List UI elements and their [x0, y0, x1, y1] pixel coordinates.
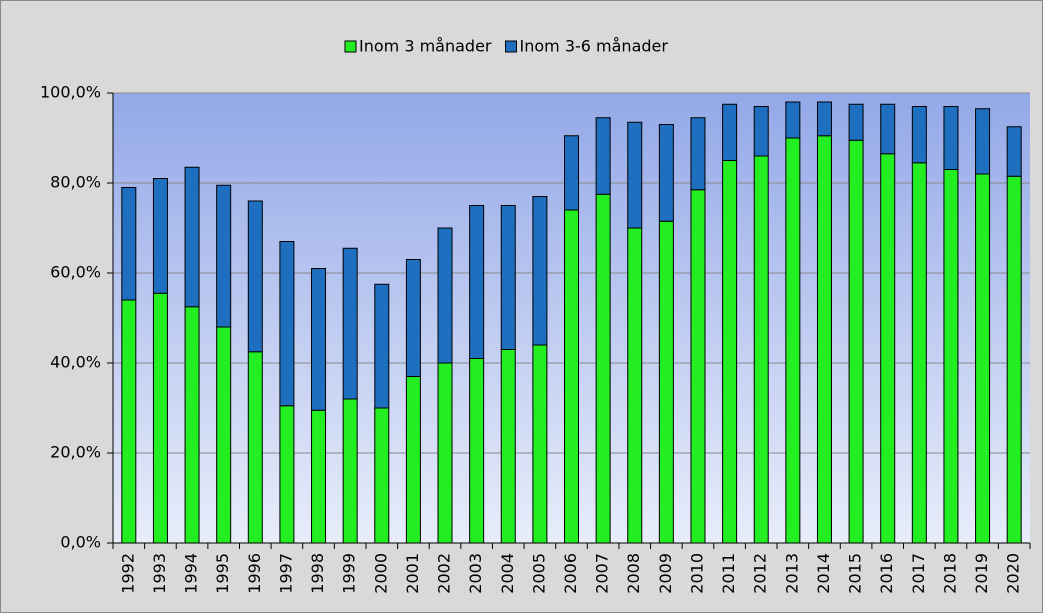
x-tick-label: 1998 [308, 553, 327, 594]
x-tick-label: 2020 [1004, 553, 1023, 594]
bar-segment [848, 139, 864, 544]
x-tick-label: 2012 [751, 553, 770, 594]
bar-segment [216, 326, 232, 544]
bar-segment [690, 117, 706, 191]
legend-label: Inom 3-6 månader [520, 37, 669, 56]
x-tick-label: 2010 [687, 553, 706, 594]
x-tick-label: 1995 [213, 553, 232, 594]
x-tick-label: 1994 [182, 553, 201, 594]
x-tick-label: 1997 [276, 553, 295, 594]
x-tick-label: 1992 [118, 553, 137, 594]
bar-segment [374, 407, 390, 544]
bar-segment [690, 189, 706, 544]
bar-segment [405, 376, 421, 544]
y-tick-label: 80,0% [50, 173, 101, 192]
x-tick-label: 1996 [245, 553, 264, 594]
x-tick-label: 2004 [498, 553, 517, 594]
bar-segment [722, 103, 738, 161]
x-tick-label: 2007 [593, 553, 612, 594]
bar-segment [880, 103, 896, 155]
legend-swatch [344, 40, 357, 53]
bar-segment [943, 169, 959, 544]
bar-segment [247, 351, 263, 544]
bar-segment [658, 220, 674, 544]
x-tick-label: 2009 [656, 553, 675, 594]
bar-segment [753, 106, 769, 157]
bar-segment [500, 349, 516, 544]
bar-segment [500, 205, 516, 350]
bar-segment [816, 101, 832, 137]
y-tick-label: 100,0% [40, 83, 101, 102]
y-tick-label: 20,0% [50, 443, 101, 462]
bar-segment [1006, 126, 1022, 177]
bar-segment [532, 196, 548, 346]
bar-segment [816, 135, 832, 544]
x-tick-label: 2017 [909, 553, 928, 594]
bar-segment [911, 162, 927, 544]
bar-segment [975, 108, 991, 175]
bar-segment [342, 398, 358, 544]
y-tick-label: 40,0% [50, 353, 101, 372]
bar-segment [785, 137, 801, 544]
bar-segment [627, 121, 643, 229]
legend-label: Inom 3 månader [359, 37, 492, 56]
bar-segment [911, 106, 927, 164]
bar-segment [184, 306, 200, 544]
x-tick-label: 2013 [782, 553, 801, 594]
x-tick-label: 2016 [877, 553, 896, 594]
bar-segment [437, 227, 453, 364]
bar-segment [564, 135, 579, 211]
bar-segment [848, 103, 864, 141]
x-tick-label: 2003 [466, 553, 485, 594]
bar-segment [785, 101, 801, 139]
bar-segment [469, 205, 485, 359]
x-tick-label: 2019 [972, 553, 991, 594]
y-tick-label: 0,0% [60, 533, 101, 552]
x-tick-label: 2014 [814, 553, 833, 594]
bar-segment [374, 283, 390, 409]
x-tick-label: 1999 [340, 553, 359, 594]
bar-segment [658, 124, 674, 222]
bar-segment [279, 241, 295, 407]
bar-segment [216, 184, 232, 328]
x-tick-label: 1993 [150, 553, 169, 594]
bar-segment [627, 227, 643, 544]
x-tick-label: 2001 [403, 553, 422, 594]
x-tick-label: 2015 [846, 553, 865, 594]
bar-segment [1006, 175, 1022, 544]
bar-segment [121, 299, 137, 544]
legend-swatch [505, 40, 517, 53]
bar-segment [722, 160, 738, 544]
x-tick-label: 2000 [371, 553, 390, 594]
bar-segment [152, 292, 168, 544]
bar-segment [532, 344, 548, 544]
bar-segment [184, 166, 200, 308]
x-tick-label: 2006 [561, 553, 580, 594]
bar-segment [753, 155, 769, 544]
x-tick-label: 2011 [719, 553, 738, 594]
bar-segment [975, 173, 991, 544]
bar-segment [311, 409, 327, 544]
bar-segment [564, 209, 579, 544]
bar-segment [943, 106, 959, 170]
x-tick-label: 2002 [435, 553, 454, 594]
bar-segment [342, 247, 358, 400]
x-tick-label: 2018 [940, 553, 959, 594]
bar-segment [595, 117, 611, 195]
bar-segment [247, 200, 263, 353]
bar-segment [405, 259, 421, 377]
bar-segment [279, 405, 295, 544]
bar-segment [880, 153, 896, 544]
bar-segment [121, 187, 137, 301]
bar-segment [311, 268, 327, 411]
bar-segment [595, 193, 611, 544]
bar-segment [152, 178, 168, 294]
x-tick-label: 2005 [529, 553, 548, 594]
y-tick-label: 60,0% [50, 263, 101, 282]
bar-segment [469, 358, 485, 544]
bar-segment [437, 362, 453, 544]
x-tick-label: 2008 [624, 553, 643, 594]
